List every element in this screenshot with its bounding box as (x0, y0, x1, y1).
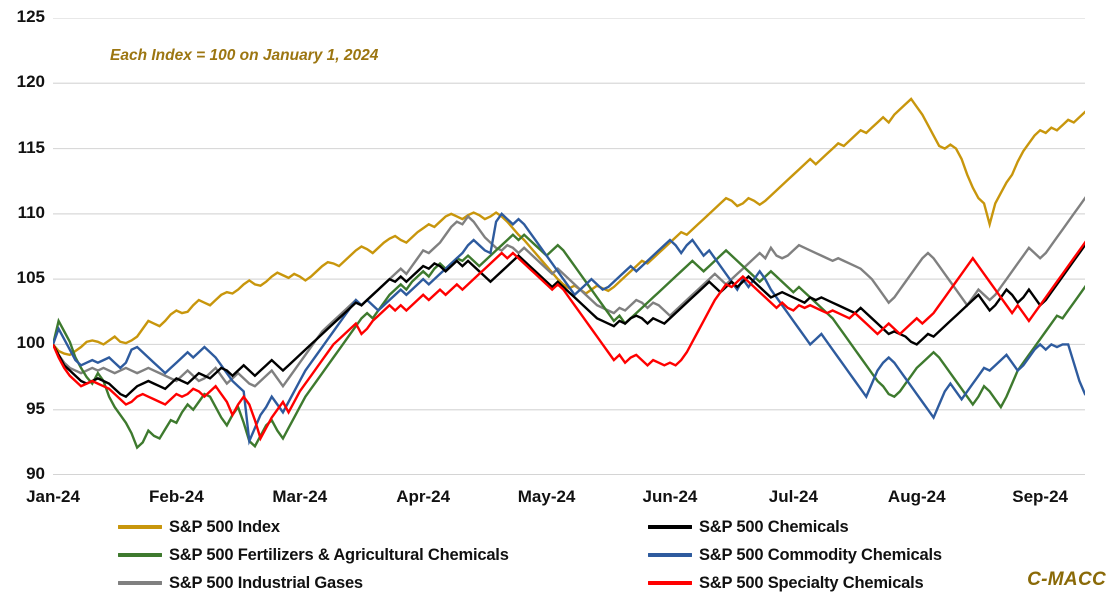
x-axis-tick-May-24: May-24 (517, 487, 576, 506)
legend-label: S&P 500 Specialty Chemicals (699, 573, 924, 592)
y-axis-tick-120: 120 (16, 72, 45, 92)
x-axis-tick-Jun-24: Jun-24 (642, 487, 698, 506)
series-line-s-p-500-specialty-chemicals (53, 240, 1085, 442)
legend-color-swatch (118, 525, 162, 529)
gridlines (53, 18, 1085, 475)
y-axis-tick-105: 105 (16, 268, 45, 288)
y-axis-tick-90: 90 (26, 464, 45, 483)
legend-item[interactable]: S&P 500 Specialty Chemicals (648, 569, 942, 597)
series-line-s-p-500-index (53, 97, 1085, 357)
legend-item[interactable]: S&P 500 Industrial Gases (118, 569, 509, 597)
index-base-annotation: Each Index = 100 on January 1, 2024 (110, 47, 379, 64)
x-axis-tick-Jan-24: Jan-24 (26, 487, 80, 506)
legend-column-right: S&P 500 Chemicals S&P 500 Commodity Chemi… (648, 513, 942, 597)
x-axis-tick-Jul-24: Jul-24 (768, 487, 818, 506)
y-axis-tick-110: 110 (17, 202, 45, 222)
x-axis-tick-Apr-24: Apr-24 (396, 487, 451, 506)
legend-item[interactable]: S&P 500 Fertilizers & Agricultural Chemi… (118, 541, 509, 569)
plot-area: Each Index = 100 on January 1, 2024 (53, 18, 1085, 475)
legend-label: S&P 500 Index (169, 517, 280, 536)
series-line-s-p-500-fertilizers-agricultural-chemicals (53, 233, 1085, 450)
y-axis-tick-95: 95 (26, 398, 45, 418)
legend-color-swatch (648, 525, 692, 529)
x-axis-tick-Feb-24: Feb-24 (148, 487, 204, 506)
legend-color-swatch (118, 553, 162, 557)
cmacc-watermark: C-MACC (1027, 569, 1106, 590)
y-axis-tick-100: 100 (16, 333, 45, 353)
legend-color-swatch (648, 553, 692, 557)
legend-item[interactable]: S&P 500 Index (118, 513, 509, 541)
legend-column-left: S&P 500 Index S&P 500 Fertilizers & Agric… (118, 513, 509, 597)
series-line-s-p-500-industrial-gases (53, 196, 1085, 389)
legend-label: S&P 500 Commodity Chemicals (699, 545, 942, 564)
legend-label: S&P 500 Chemicals (699, 517, 849, 536)
chart-legend: S&P 500 Index S&P 500 Fertilizers & Agric… (0, 513, 1120, 597)
y-axis-tick-115: 115 (17, 137, 45, 157)
legend-item[interactable]: S&P 500 Commodity Chemicals (648, 541, 942, 569)
series-line-s-p-500-chemicals (53, 243, 1085, 399)
legend-item[interactable]: S&P 500 Chemicals (648, 513, 942, 541)
legend-label: S&P 500 Fertilizers & Agricultural Chemi… (169, 545, 509, 564)
y-axis-tick-125: 125 (16, 7, 45, 26)
legend-color-swatch (118, 581, 162, 585)
x-axis-tick-Aug-24: Aug-24 (887, 487, 946, 506)
chart-svg (53, 18, 1085, 475)
legend-color-swatch (648, 581, 692, 585)
legend-label: S&P 500 Industrial Gases (169, 573, 363, 592)
data-series-group (53, 97, 1085, 450)
x-axis-tick-Sep-24: Sep-24 (1012, 487, 1068, 506)
x-axis-tick-Mar-24: Mar-24 (272, 487, 328, 506)
series-line-s-p-500-commodity-chemicals (53, 212, 1085, 446)
